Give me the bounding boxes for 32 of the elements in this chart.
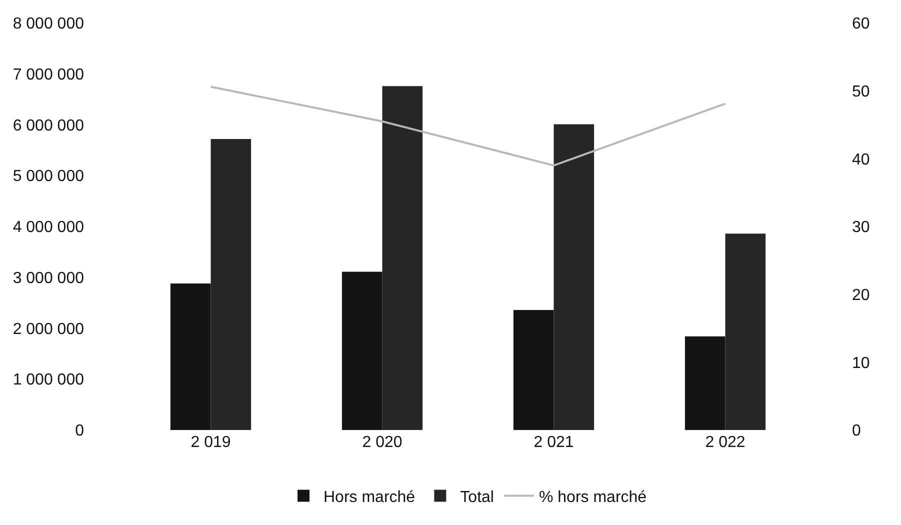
y-tick-label: 7 000 000 — [12, 66, 84, 84]
y-tick-label: 4 000 000 — [12, 219, 84, 236]
y-tick-label: 0 — [75, 422, 84, 440]
x-tick-label: 2 022 — [705, 434, 746, 451]
y-tick-label: 1 000 000 — [12, 372, 84, 389]
bar — [170, 283, 211, 430]
y2-tick-label: 40 — [852, 151, 870, 168]
y-tick-label: 6 000 000 — [12, 117, 84, 134]
bar — [725, 234, 766, 430]
line-series — [210, 86, 726, 166]
y2-tick-label: 50 — [852, 83, 870, 100]
x-tick-label: 2 019 — [190, 434, 231, 451]
bar — [382, 86, 423, 430]
legend-label: Hors marché — [324, 488, 416, 506]
x-tick-label: 2 021 — [534, 434, 574, 451]
bar — [513, 310, 554, 430]
legend-label: Total — [460, 488, 494, 506]
bar — [684, 336, 726, 430]
y-tick-label: 5 000 000 — [12, 168, 84, 186]
y-tick-label: 2 000 000 — [12, 320, 84, 338]
y2-tick-label: 10 — [852, 354, 870, 372]
y2-tick-label: 0 — [852, 422, 861, 440]
x-tick-label: 2 020 — [362, 434, 402, 451]
bar — [554, 124, 594, 430]
y-tick-label: 8 000 000 — [12, 16, 84, 33]
bar — [210, 139, 252, 430]
y2-tick-label: 30 — [852, 219, 870, 236]
bar — [342, 272, 382, 430]
y2-tick-label: 20 — [852, 286, 870, 304]
y-tick-label: 3 000 000 — [12, 270, 84, 287]
legend-label: % hors marché — [538, 488, 647, 506]
y2-tick-label: 60 — [852, 16, 870, 33]
